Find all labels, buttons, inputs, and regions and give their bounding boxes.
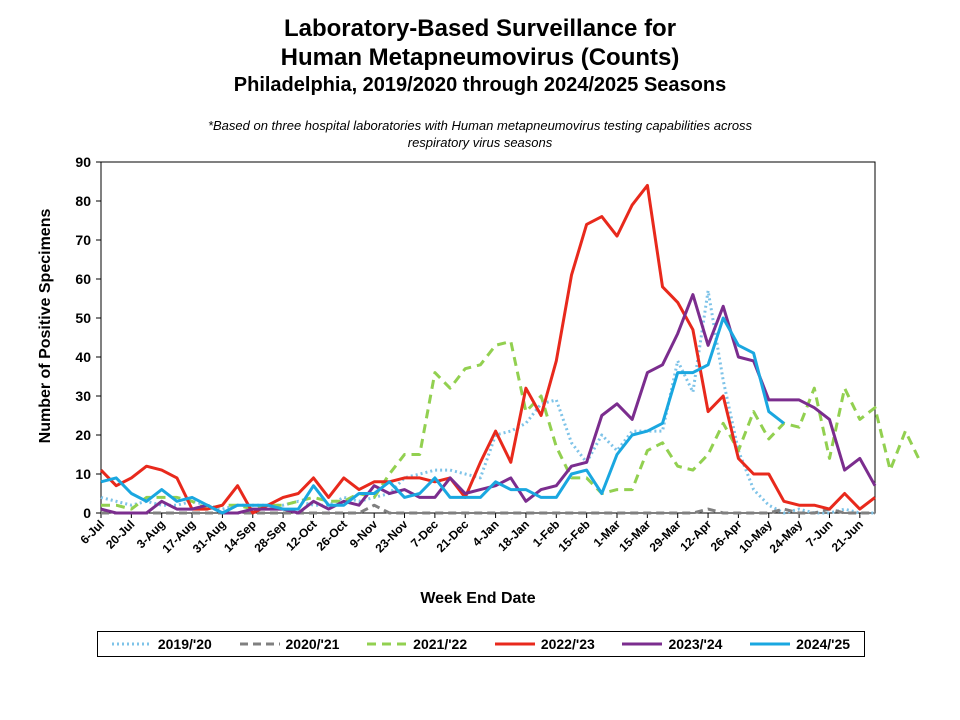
chart-title: Laboratory-Based Surveillance for xyxy=(283,15,677,42)
chart-title-line2: Human Metapneumovirus (Counts) xyxy=(280,44,680,71)
chart-note: *Based on three hospital laboratories wi… xyxy=(130,117,830,151)
chart-legend: 2019/'20 2020/'21 2021/'22 2022/'23 2023/'24… xyxy=(97,631,865,657)
legend-label: 2023/'24 xyxy=(668,636,723,652)
x-tick-label: 15-Feb xyxy=(556,517,593,554)
y-tick-label: 0 xyxy=(83,505,91,521)
series-line-2024-25 xyxy=(100,316,785,515)
legend-item-2023-24: 2023/'24 xyxy=(622,636,722,652)
x-tick-label: 29-Mar xyxy=(647,517,684,554)
y-tick-label: 70 xyxy=(75,232,91,248)
x-tick-label: 20-Jul xyxy=(103,517,137,551)
y-tick-label: 60 xyxy=(75,271,91,287)
legend-swatch xyxy=(494,642,535,646)
legend-label: 2020/'21 xyxy=(285,636,340,652)
legend-swatch xyxy=(111,642,152,646)
x-tick-label: 14-Sep xyxy=(221,517,259,555)
x-tick-label: 17-Aug xyxy=(160,517,199,556)
legend-label: 2019/'20 xyxy=(157,636,212,652)
series-line-2022-23 xyxy=(99,183,876,515)
x-tick-label: 23-Nov xyxy=(372,517,410,555)
legend-swatch xyxy=(750,642,791,646)
x-tick-label: 26-Oct xyxy=(314,517,350,553)
y-tick-label: 40 xyxy=(75,349,91,365)
series-line-2019-20 xyxy=(100,289,875,515)
y-tick-label: 30 xyxy=(75,388,91,404)
x-tick-label: 24-May xyxy=(767,517,806,556)
x-tick-label: 12-Apr xyxy=(677,517,714,554)
chart-note-line2: respiratory virus seasons xyxy=(407,135,553,150)
y-tick-label: 80 xyxy=(75,193,91,209)
x-tick-label: 15-Mar xyxy=(616,517,653,554)
y-axis-label: Number of Positive Specimens xyxy=(37,209,54,444)
x-tick-label: 31-Aug xyxy=(190,517,229,556)
legend-item-2019-20: 2019/'20 xyxy=(111,636,212,652)
legend-label: 2022/'23 xyxy=(540,636,595,652)
chart-series-layer xyxy=(99,183,922,515)
x-tick-label: 21-Dec xyxy=(434,517,472,555)
x-tick-label: 12-Oct xyxy=(283,517,319,553)
legend-item-2020-21: 2020/'21 xyxy=(239,636,340,652)
legend-swatch xyxy=(367,642,408,646)
series-line-2023-24 xyxy=(100,293,877,515)
legend-swatch xyxy=(239,642,280,646)
x-axis-label: Week End Date xyxy=(420,590,535,607)
y-tick-label: 10 xyxy=(75,466,91,482)
chart-note-line1: *Based on three hospital laboratories wi… xyxy=(207,118,753,133)
legend-label: 2024/'25 xyxy=(796,636,851,652)
y-tick-label: 50 xyxy=(75,310,91,326)
legend-item-2021-22: 2021/'22 xyxy=(367,636,467,652)
y-tick-label: 90 xyxy=(75,154,91,170)
legend-swatch xyxy=(622,642,663,646)
legend-item-2024-25: 2024/'25 xyxy=(750,636,850,652)
x-tick-label: 28-Sep xyxy=(252,517,290,555)
x-tick-label: 21-Jun xyxy=(829,517,866,554)
series-line-2021-22 xyxy=(101,339,922,511)
legend-label: 2021/'22 xyxy=(413,636,468,652)
chart-subtitle: Philadelphia, 2019/2020 through 2024/202… xyxy=(233,74,727,96)
legend-item-2022-23: 2022/'23 xyxy=(494,636,595,652)
x-tick-label: 18-Jan xyxy=(495,517,532,554)
series-line-2020-21 xyxy=(101,503,875,515)
y-tick-label: 20 xyxy=(75,427,91,443)
